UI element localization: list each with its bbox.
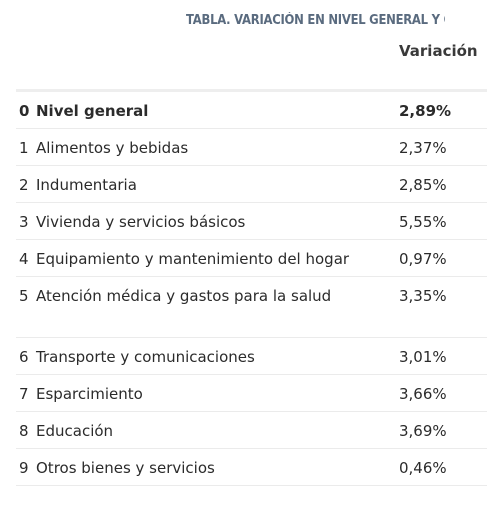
row-category: Educación [36, 422, 114, 440]
row-index: 1 [19, 139, 29, 157]
table-row: 7 Esparcimiento 3,66% [16, 375, 487, 412]
row-category: Atención médica y gastos para la salud [36, 287, 332, 305]
row-category: Alimentos y bebidas [36, 139, 189, 157]
row-variation: 0,46% [399, 459, 447, 477]
row-category: Nivel general [36, 102, 149, 120]
table-title: TABLA. VARIACIÓN EN NIVEL GENERAL Y CAPÍ… [186, 12, 445, 28]
row-index: 5 [19, 287, 29, 305]
row-variation: 3,01% [399, 348, 447, 366]
row-variation: 3,35% [399, 287, 447, 305]
header-divider [16, 89, 487, 92]
row-variation: 3,66% [399, 385, 447, 403]
table-row: 3 Vivienda y servicios básicos 5,55% [16, 203, 487, 240]
row-category: Esparcimiento [36, 385, 143, 403]
table-row: 2 Indumentaria 2,85% [16, 166, 487, 203]
row-variation: 2,85% [399, 176, 447, 194]
row-variation: 2,89% [399, 102, 452, 120]
row-index: 8 [19, 422, 29, 440]
column-header-variacion: Variación [399, 42, 478, 60]
table-row: 6 Transporte y comunicaciones 3,01% [16, 338, 487, 375]
table-row: 0 Nivel general 2,89% [16, 92, 487, 129]
table-row: 8 Educación 3,69% [16, 412, 487, 449]
row-index: 0 [19, 102, 30, 120]
row-category: Transporte y comunicaciones [36, 348, 255, 366]
row-index: 2 [19, 176, 29, 194]
table-row: 9 Otros bienes y servicios 0,46% [16, 449, 487, 486]
row-variation: 2,37% [399, 139, 447, 157]
row-index: 4 [19, 250, 29, 268]
table-body: 0 Nivel general 2,89% 1 Alimentos y bebi… [16, 92, 487, 486]
row-category: Equipamiento y mantenimiento del hogar [36, 250, 350, 268]
row-index: 9 [19, 459, 29, 477]
table-row: 1 Alimentos y bebidas 2,37% [16, 129, 487, 166]
row-category: Vivienda y servicios básicos [36, 213, 246, 231]
row-category: Indumentaria [36, 176, 137, 194]
row-category: Otros bienes y servicios [36, 459, 215, 477]
row-index: 6 [19, 348, 29, 366]
table-row: 4 Equipamiento y mantenimiento del hogar… [16, 240, 487, 277]
row-variation: 5,55% [399, 213, 447, 231]
row-index: 3 [19, 213, 29, 231]
row-index: 7 [19, 385, 29, 403]
row-variation: 0,97% [399, 250, 447, 268]
row-variation: 3,69% [399, 422, 447, 440]
table-row: 5 Atención médica y gastos para la salud… [16, 277, 487, 338]
